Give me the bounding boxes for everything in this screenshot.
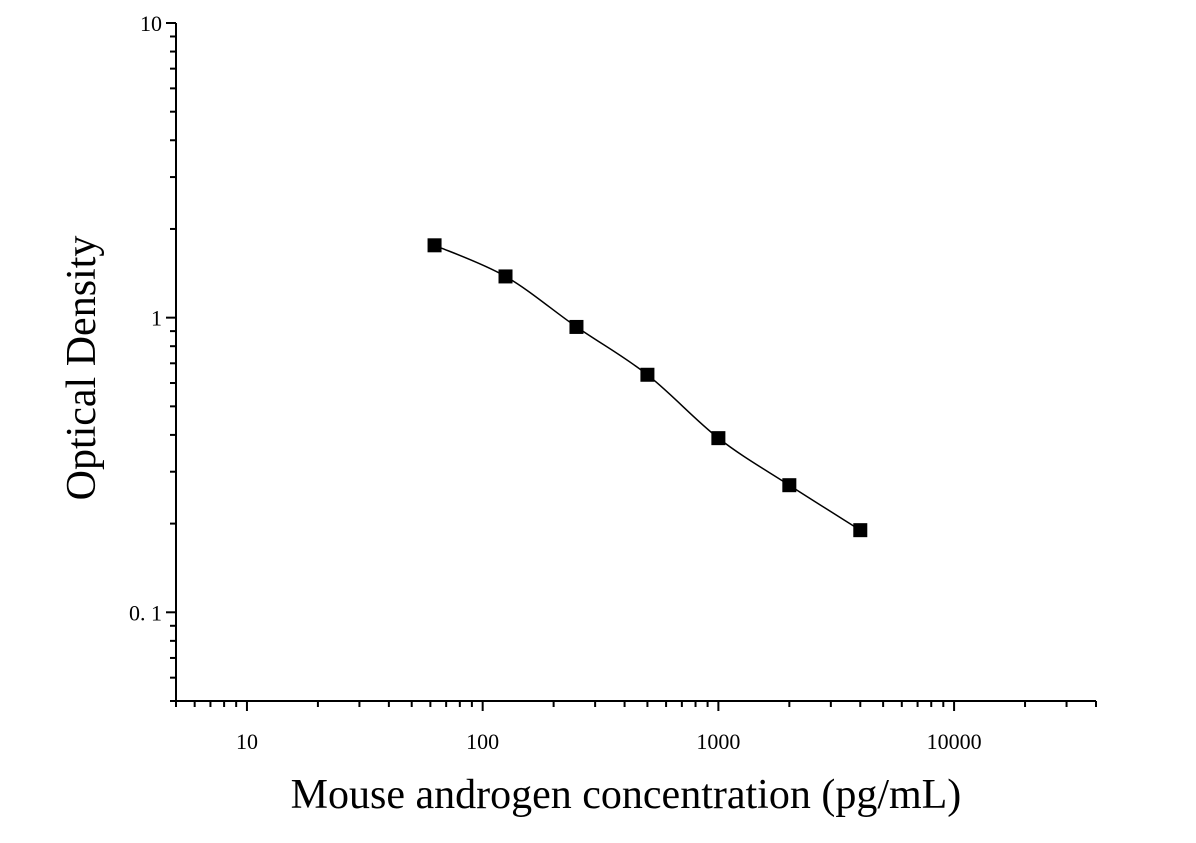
y-tick-label: 1 xyxy=(151,306,162,331)
y-ticks: 0. 1 1 10 xyxy=(129,11,176,702)
x-tick-label: 100 xyxy=(466,729,499,754)
x-tick-label: 10 xyxy=(236,729,258,754)
y-tick-label: 0. 1 xyxy=(129,600,162,625)
x-axis-title: Mouse androgen concentration (pg/mL) xyxy=(291,772,962,818)
x-ticks: 10 100 1000 10000 xyxy=(175,701,1097,754)
data-points xyxy=(427,238,868,538)
x-tick-label: 10000 xyxy=(927,729,982,754)
data-point xyxy=(853,523,868,538)
data-point xyxy=(640,367,655,382)
data-point xyxy=(569,319,584,334)
data-point xyxy=(782,478,797,493)
x-tick-label: 1000 xyxy=(696,729,740,754)
fit-curve xyxy=(434,244,861,531)
x-axis: 10 100 1000 10000 xyxy=(175,700,1097,754)
y-tick-label: 10 xyxy=(140,11,162,36)
data-point xyxy=(498,269,513,284)
data-point xyxy=(427,238,442,253)
y-axis-title: Optical Density xyxy=(59,236,105,501)
data-point xyxy=(711,431,726,446)
y-axis: 0. 1 1 10 xyxy=(129,11,177,702)
